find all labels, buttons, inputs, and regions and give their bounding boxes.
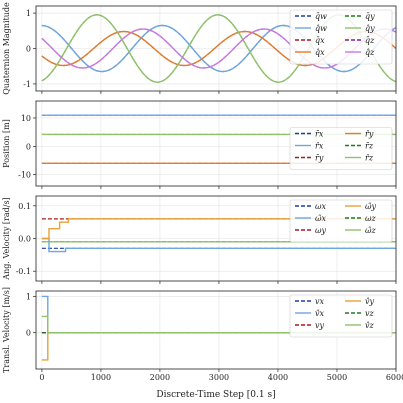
x-tick-label: 4000: [268, 373, 288, 382]
legend-label: q̄w: [315, 12, 327, 21]
y-tick-label: 1: [26, 292, 31, 301]
legend-label: v̂x: [315, 309, 325, 318]
y-tick-label: 0.0: [18, 235, 31, 244]
legend: ωx ω̂x ωy ω̂y ωz ω̂z: [289, 199, 393, 243]
y-tick-label: 0.1: [18, 202, 31, 211]
legend-label: ω̂z: [365, 226, 377, 235]
legend-label: q̂z: [365, 48, 375, 57]
x-tick-label: 5000: [327, 373, 347, 382]
x-tick-label: 6000: [386, 373, 403, 382]
legend-label: q̄x: [315, 36, 325, 45]
series-line-v-z-hat: [41, 315, 396, 334]
legend-label: q̄y: [365, 12, 375, 21]
y-tick-label: 1: [26, 9, 31, 18]
legend-label: q̂w: [315, 24, 327, 33]
legend-label: ωz: [365, 214, 377, 223]
legend-label: q̄z: [365, 36, 375, 45]
legend-label: vx: [315, 297, 325, 306]
legend-label: r̂y: [365, 130, 374, 139]
y-tick-label: 10: [21, 114, 31, 123]
legend-label: ωx: [315, 202, 327, 211]
legend-label: vy: [315, 321, 325, 330]
legend-label: ω̂y: [365, 202, 377, 211]
legend-label: q̂x: [315, 48, 325, 57]
plot-frame: [35, 100, 397, 187]
legend-label: v̂y: [365, 297, 375, 306]
legend-label: v̂z: [365, 321, 375, 330]
legend: q̄w q̂w q̄x q̂x q̄y q̂y q̄z q̂z: [289, 9, 393, 65]
legend-label: r̄x: [315, 130, 324, 139]
plot-frame: [35, 290, 397, 370]
x-tick-label: 0: [39, 373, 44, 382]
legend-box: [289, 9, 393, 65]
y-tick-label: -10: [18, 171, 31, 180]
legend: r̄x r̂x r̄y r̂y r̄z r̂z: [289, 127, 393, 170]
y-tick-label: -1: [23, 80, 31, 89]
legend-box: [289, 127, 393, 170]
legend-label: r̂z: [365, 154, 374, 163]
chart-panel-4: 0 1 0 1000 2000 3000 4000 5000 6000 Transl. Veloc…: [2, 287, 403, 382]
legend-label: vz: [365, 309, 375, 318]
y-tick-label: 0: [26, 329, 31, 338]
legend-label: q̂y: [365, 24, 375, 33]
series-line-q-w-hat: [41, 24, 396, 73]
y-axis-label: Position [m]: [2, 119, 11, 168]
legend-label: r̄z: [365, 142, 374, 151]
x-tick-label: 3000: [209, 373, 229, 382]
chart-panel-3: -0.1 0.0 0.1 Ang. Velocity [rad/s] ωx ω̂x ωy ω̂…: [2, 195, 397, 284]
y-tick-label: 0: [26, 45, 31, 54]
legend-label: ωy: [315, 226, 327, 235]
legend-label: r̂x: [315, 142, 324, 151]
y-axis-label: Quaternion Magnitude: [2, 2, 11, 95]
y-tick-label: -0.1: [16, 267, 31, 276]
y-tick-label: 0: [26, 142, 31, 151]
legend-label: r̄y: [315, 154, 324, 163]
chart-panel-2: -10 0 10 Position [m] r̄x r̂x r̄y r̂y r̄z r̂z: [2, 100, 397, 189]
legend-box: [289, 294, 393, 338]
series-line-omega-y-hat: [41, 218, 396, 240]
legend-label: ω̂x: [315, 214, 327, 223]
legend: vx v̂x vy v̂y vz v̂z: [289, 294, 393, 338]
x-tick-label: 2000: [150, 373, 170, 382]
x-tick-label: 1000: [91, 373, 111, 382]
legend-box: [289, 199, 393, 243]
y-axis-label: Ang. Velocity [rad/s]: [2, 197, 11, 280]
x-axis-label: Discrete-Time Step [0.1 s]: [156, 390, 275, 400]
y-axis-label: Transl. Velocity [m/s]: [2, 287, 11, 373]
